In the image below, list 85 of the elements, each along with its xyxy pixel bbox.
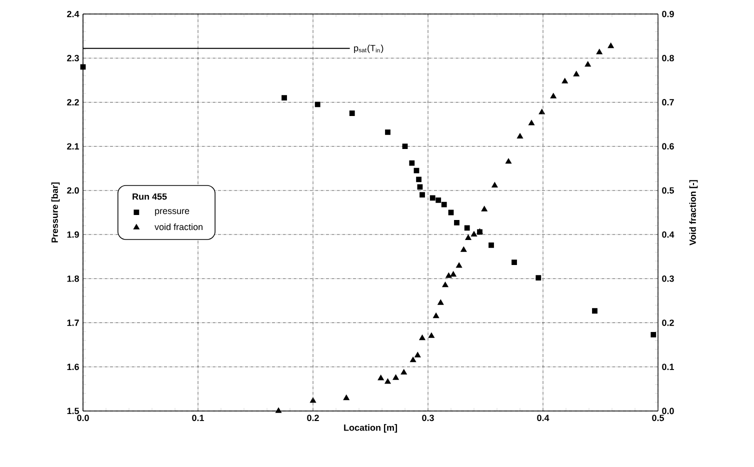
y-tick-label: 1.5	[67, 408, 80, 414]
point	[384, 378, 391, 384]
x-tick-label: 0.0	[77, 414, 89, 422]
point	[441, 202, 447, 208]
x-tick-label: 0.3	[422, 414, 434, 422]
y-tick-label: 1.9	[67, 231, 79, 238]
point	[416, 176, 422, 182]
point	[650, 332, 656, 338]
point	[419, 334, 426, 340]
point	[438, 300, 444, 305]
y-tick-label: 1.8	[67, 275, 79, 282]
y-tick-label: 2.3	[67, 54, 79, 62]
point	[465, 234, 472, 240]
point	[608, 42, 614, 48]
point	[517, 133, 523, 139]
point	[550, 93, 556, 98]
point	[536, 275, 542, 280]
point	[349, 110, 355, 116]
point	[282, 95, 287, 101]
y-tick-label: 2.1	[67, 143, 80, 150]
point	[314, 102, 320, 108]
point	[464, 225, 470, 231]
y2-tick-label: 0.7	[662, 99, 674, 106]
y2-tick-label: 0.4	[662, 231, 674, 238]
y2-tick-label: 0.9	[662, 10, 674, 18]
point	[446, 272, 452, 278]
x-tick-label: 0.5	[652, 414, 664, 422]
point	[409, 160, 415, 166]
point	[410, 356, 416, 362]
point	[420, 192, 425, 198]
x-tick-label: 0.1	[192, 414, 204, 422]
y2-axis-title: Void fraction [-]	[689, 180, 698, 246]
x-tick-label: 0.2	[307, 414, 319, 422]
point	[343, 394, 350, 400]
point	[442, 282, 448, 288]
y2-tick-label: 0.6	[662, 143, 674, 150]
point	[584, 61, 591, 67]
annotation: p$_{sat}$(T$_{in}$)	[354, 44, 384, 54]
y2-tick-label: 0.0	[662, 408, 674, 414]
point	[573, 71, 580, 76]
y-tick-label: 1.7	[67, 320, 79, 326]
y2-tick-label: 0.2	[662, 320, 674, 326]
point	[414, 352, 421, 358]
point	[506, 158, 512, 164]
point	[392, 374, 399, 380]
legend-title: Run 455	[132, 193, 167, 200]
point	[492, 182, 498, 188]
point	[417, 184, 423, 190]
point	[488, 242, 494, 248]
point	[400, 369, 407, 375]
point	[402, 144, 408, 150]
point	[512, 260, 517, 266]
point	[310, 397, 316, 403]
point	[471, 231, 477, 236]
point	[433, 312, 440, 318]
y2-tick-label: 0.8	[662, 54, 674, 62]
y2-tick-label: 0.5	[662, 187, 674, 194]
x-axis-title: Location [m]	[344, 424, 397, 433]
point	[528, 120, 534, 126]
y2-tick-label: 0.3	[662, 275, 674, 282]
point	[450, 271, 456, 277]
point	[481, 206, 488, 212]
point	[414, 168, 420, 174]
point	[378, 374, 384, 380]
legend-label: pressure	[155, 209, 190, 216]
point	[430, 195, 436, 201]
y-tick-label: 2.4	[67, 10, 80, 18]
y-tick-label: 2.0	[67, 187, 79, 194]
x-tick-label: 0.4	[537, 414, 550, 422]
point	[596, 48, 602, 54]
point	[538, 108, 545, 114]
point	[562, 78, 568, 84]
point	[460, 246, 467, 252]
point	[454, 220, 460, 226]
point	[80, 64, 86, 70]
point	[385, 130, 390, 135]
point	[428, 332, 434, 338]
legend-label: void fraction	[154, 224, 202, 230]
y-tick-label: 2.2	[67, 99, 79, 106]
point	[436, 197, 442, 203]
point	[456, 262, 462, 268]
y-axis-title: Pressure [bar]	[51, 182, 60, 242]
y2-tick-label: 0.1	[662, 364, 674, 370]
point	[592, 308, 598, 314]
y-tick-label: 1.6	[67, 364, 79, 370]
